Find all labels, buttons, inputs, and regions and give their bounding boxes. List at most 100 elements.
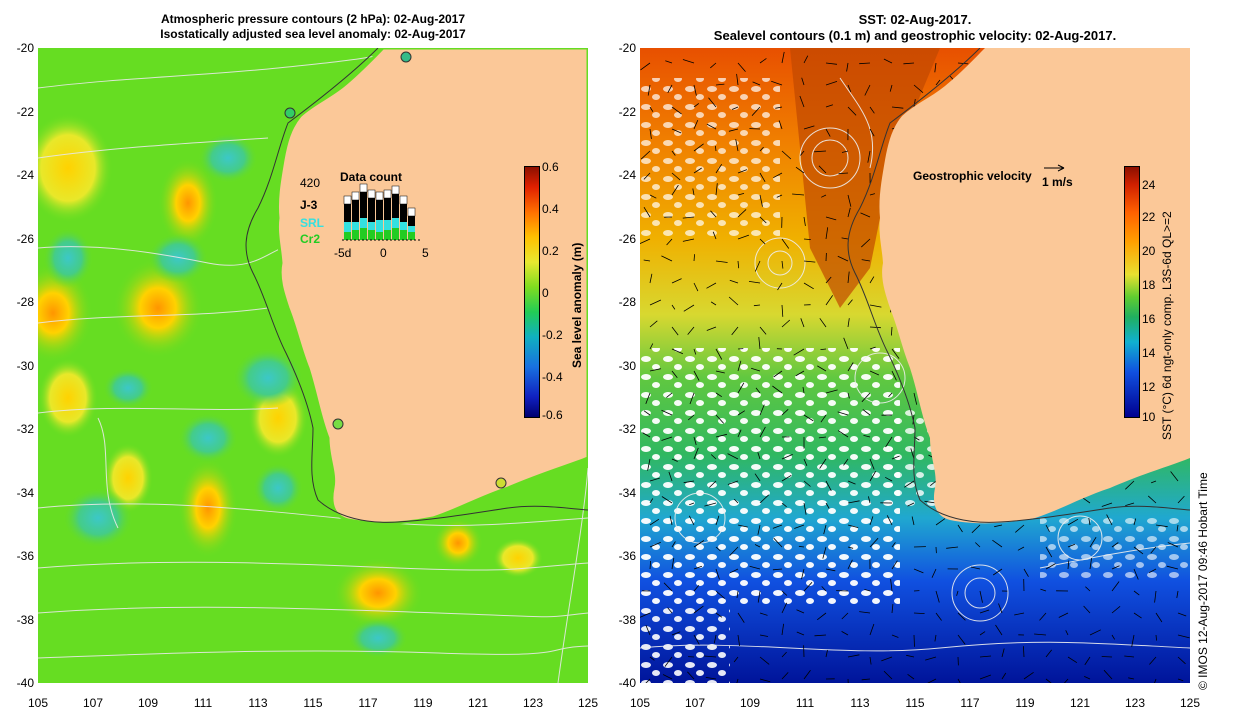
x-axis-tick-label: 111 [795, 696, 815, 710]
data-count-bar [383, 189, 392, 199]
velocity-arrow [689, 392, 695, 405]
velocity-arrow [869, 346, 876, 350]
velocity-arrow [803, 414, 814, 422]
velocity-arrow [755, 387, 761, 394]
velocity-arrow [994, 524, 1003, 528]
velocity-arrow [907, 502, 915, 507]
velocity-arrow [773, 537, 783, 548]
velocity-arrow [668, 471, 673, 482]
data-count-bar [391, 185, 400, 195]
sst-colorbar-tick: 16 [1142, 312, 1156, 326]
data-count-bar [400, 230, 407, 240]
tide-gauge-marker[interactable] [284, 107, 296, 119]
velocity-arrow [847, 500, 860, 504]
y-axis-tick-label: -24 [618, 168, 636, 182]
velocity-arrow [683, 304, 695, 312]
velocity-arrow [759, 146, 764, 152]
velocity-arrow [1155, 634, 1157, 641]
tide-gauge-marker[interactable] [400, 51, 412, 63]
velocity-arrow [869, 276, 875, 284]
velocity-arrow [935, 518, 946, 526]
velocity-arrow [737, 410, 746, 416]
data-count-bar [407, 207, 416, 217]
velocity-arrow [671, 631, 681, 636]
velocity-arrow [737, 524, 748, 528]
velocity-arrow [846, 62, 849, 72]
velocity-arrow [793, 348, 805, 356]
velocity-arrow [737, 429, 742, 438]
velocity-arrow [1125, 480, 1135, 490]
velocity-arrow [1015, 524, 1025, 533]
sst-colorbar-tick: 20 [1142, 244, 1156, 258]
velocity-arrow [715, 163, 723, 174]
data-count-bar [368, 230, 375, 240]
velocity-arrow [1085, 586, 1091, 592]
velocity-arrow [1017, 546, 1025, 551]
velocity-arrow [934, 634, 937, 642]
x-axis-tick-label: 123 [522, 696, 544, 710]
velocity-arrow [1177, 656, 1186, 665]
velocity-arrow [825, 480, 832, 491]
velocity-arrow [913, 99, 916, 108]
velocity-arrow [758, 337, 761, 350]
sea-level-anomaly-map[interactable]: Data count 420 J-3 SRL Cr2 -5d 0 5 [38, 48, 588, 683]
data-count-xtick: 5 [422, 246, 429, 260]
sla-colorbar-tick: 0.4 [542, 202, 559, 216]
data-count-bar [352, 222, 359, 230]
x-axis-tick-label: 121 [467, 696, 489, 710]
velocity-arrow [847, 271, 850, 284]
velocity-arrow [1155, 524, 1168, 528]
velocity-arrow [946, 546, 959, 549]
velocity-arrow [671, 304, 676, 310]
velocity-arrow [643, 410, 651, 416]
velocity-arrow [715, 370, 725, 374]
velocity-arrow [649, 477, 660, 482]
velocity-arrow [847, 392, 850, 399]
velocity-arrow [1045, 563, 1056, 570]
velocity-arrow [757, 452, 761, 460]
velocity-arrow [704, 655, 717, 658]
velocity-arrow [820, 414, 827, 423]
velocity-arrow [733, 656, 739, 663]
velocity-arrow [1176, 590, 1179, 599]
velocity-arrow [825, 216, 837, 221]
x-axis-tick-label: 107 [684, 696, 706, 710]
velocity-arrow [737, 62, 746, 72]
sst-colorbar-label: SST (°C) 6d ngt-only comp. L3S-6d QL>=2 [1160, 211, 1174, 440]
velocity-arrow [825, 568, 836, 572]
y-axis-tick-label: -22 [618, 104, 636, 119]
velocity-arrow [640, 62, 651, 71]
velocity-arrow [1045, 546, 1053, 558]
velocity-arrow [759, 194, 763, 207]
velocity-arrow [1177, 612, 1187, 617]
velocity-arrow [869, 623, 875, 636]
velocity-arrow [803, 216, 806, 226]
x-axis-tick-label: 115 [303, 696, 323, 710]
sla-colorbar-label: Sea level anomaly (m) [570, 242, 584, 368]
velocity-arrow [957, 678, 961, 683]
velocity-arrow [886, 515, 893, 526]
velocity-arrow [754, 473, 761, 482]
velocity-arrow [667, 607, 673, 614]
sla-colorbar-tick: 0 [542, 286, 549, 300]
velocity-arrow [715, 433, 727, 438]
tide-gauge-marker[interactable] [332, 418, 344, 430]
right-title: SST: 02-Aug-2017. Sealevel contours (0.1… [640, 12, 1190, 44]
sst-map[interactable]: Geostrophic velocity 1 m/s [640, 48, 1190, 683]
velocity-arrow [709, 480, 717, 488]
velocity-arrow [692, 188, 695, 196]
velocity-arrow [647, 458, 651, 471]
velocity-arrow [883, 670, 893, 680]
velocity-arrow [759, 494, 769, 504]
velocity-arrow [671, 370, 678, 379]
legend-srl: SRL [300, 216, 324, 230]
velocity-arrow [794, 524, 805, 529]
velocity-arrow [715, 260, 728, 263]
velocity-arrow [781, 602, 788, 614]
velocity-arrow [671, 106, 682, 115]
velocity-arrow [649, 560, 651, 570]
velocity-arrow [862, 409, 871, 416]
tide-gauge-marker[interactable] [495, 477, 507, 489]
velocity-arrow [781, 454, 793, 460]
velocity-arrow [1034, 633, 1047, 636]
